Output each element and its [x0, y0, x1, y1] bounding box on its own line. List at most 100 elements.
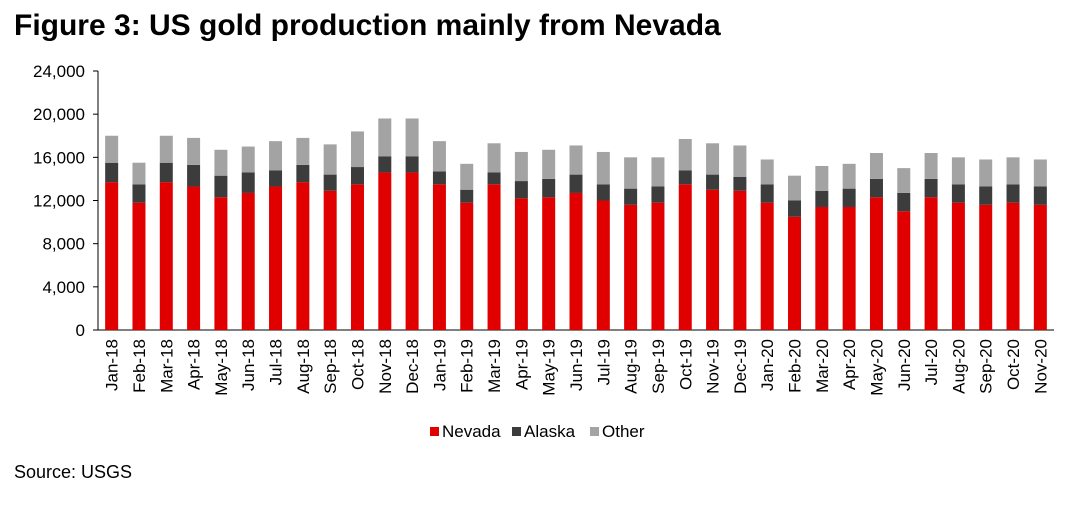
- bar-nevada-sep-18: [323, 190, 337, 330]
- bar-other-apr-19: [514, 151, 528, 182]
- bar-alaska-dec-18: [405, 156, 419, 173]
- bar-nevada-nov-18: [378, 172, 392, 330]
- x-tick-label: Apr-19: [512, 339, 531, 390]
- bar-alaska-may-18: [214, 175, 228, 198]
- x-tick-label: Jun-18: [239, 339, 258, 391]
- x-tick-label: May-18: [212, 339, 231, 396]
- legend-label-nevada: Nevada: [442, 422, 501, 441]
- x-tick-label: Jan-18: [103, 339, 122, 391]
- bar-alaska-aug-19: [624, 188, 638, 205]
- bar-alaska-jan-19: [432, 171, 446, 185]
- bar-other-jul-18: [269, 141, 283, 171]
- bar-alaska-mar-20: [815, 190, 829, 207]
- legend-label-alaska: Alaska: [524, 422, 576, 441]
- bar-nevada-may-20: [869, 197, 883, 330]
- x-tick-label: Feb-19: [458, 339, 477, 393]
- bar-nevada-jul-20: [924, 197, 938, 330]
- bar-other-sep-18: [323, 144, 337, 175]
- x-tick-label: Aug-20: [949, 339, 968, 394]
- x-tick-label: Sep-18: [321, 339, 340, 394]
- x-tick-label: Mar-18: [157, 339, 176, 393]
- x-tick-label: Oct-19: [676, 339, 695, 390]
- bar-alaska-jun-19: [569, 174, 583, 193]
- x-tick-label: Oct-20: [1004, 339, 1023, 390]
- bar-nevada-dec-18: [405, 172, 419, 330]
- bar-nevada-jul-19: [596, 200, 610, 330]
- x-tick-label: Nov-18: [376, 339, 395, 394]
- bar-nevada-apr-19: [514, 198, 528, 330]
- y-axis: 0 4,000 8,000 12,000 16,000 20,000 24,000: [33, 62, 99, 340]
- bar-other-apr-20: [842, 163, 856, 189]
- bar-alaska-apr-20: [842, 188, 856, 207]
- x-axis: Jan-18 Feb-18 Mar-18 Apr-18 May-18 Jun-18 Jul-…: [98, 329, 1054, 396]
- bar-nevada-aug-19: [624, 204, 638, 330]
- bar-other-aug-18: [296, 137, 310, 165]
- bar-other-oct-20: [1006, 157, 1020, 185]
- figure-title: Figure 3: US gold production mainly from…: [14, 9, 721, 42]
- bar-nevada-nov-19: [706, 189, 720, 330]
- bar-other-dec-18: [405, 118, 419, 157]
- bar-other-jun-19: [569, 145, 583, 175]
- bar-nevada-aug-20: [951, 202, 965, 330]
- bar-alaska-apr-19: [514, 181, 528, 199]
- x-tick-label: Mar-19: [485, 339, 504, 393]
- bar-nevada-jun-20: [897, 211, 911, 330]
- x-tick-label: Feb-18: [130, 339, 149, 393]
- bar-nevada-jan-18: [105, 182, 119, 330]
- bar-other-nov-18: [378, 118, 392, 157]
- bar-nevada-feb-18: [132, 202, 146, 330]
- bar-alaska-sep-18: [323, 174, 337, 191]
- x-tick-label: Apr-18: [185, 339, 204, 390]
- bar-alaska-aug-18: [296, 164, 310, 183]
- x-tick-label: Jul-18: [267, 339, 286, 385]
- x-tick-label: Jun-20: [895, 339, 914, 391]
- bar-alaska-jun-20: [897, 192, 911, 212]
- bar-nevada-jun-18: [241, 192, 255, 330]
- bar-alaska-sep-20: [979, 186, 993, 205]
- bar-alaska-jun-18: [241, 172, 255, 193]
- x-tick-label: Sep-19: [649, 339, 668, 394]
- bar-nevada-jan-19: [432, 184, 446, 330]
- bar-alaska-oct-20: [1006, 184, 1020, 203]
- y-tick-label: 12,000: [33, 192, 85, 211]
- y-tick-label: 24,000: [33, 62, 85, 81]
- bar-other-oct-18: [350, 131, 364, 168]
- bar-other-mar-19: [487, 143, 501, 173]
- bar-other-jul-19: [596, 151, 610, 185]
- bar-alaska-may-20: [869, 178, 883, 198]
- x-tick-label: Apr-20: [840, 339, 859, 390]
- x-tick-label: Oct-18: [348, 339, 367, 390]
- bar-alaska-feb-18: [132, 184, 146, 203]
- legend-swatch-nevada: [430, 427, 439, 436]
- bar-alaska-jan-18: [105, 162, 119, 183]
- bar-other-feb-19: [460, 163, 474, 190]
- bar-nevada-jul-18: [269, 186, 283, 330]
- x-tick-label: Feb-20: [786, 339, 805, 393]
- x-tick-label: Sep-20: [977, 339, 996, 394]
- bar-other-aug-19: [624, 157, 638, 189]
- source-note: Source: USGS: [14, 462, 133, 482]
- x-tick-label: Mar-20: [813, 339, 832, 393]
- bar-nevada-mar-20: [815, 206, 829, 330]
- bar-nevada-feb-19: [460, 202, 474, 330]
- x-tick-label: Jan-20: [758, 339, 777, 391]
- x-tick-label: Nov-20: [1031, 339, 1050, 394]
- bar-nevada-dec-19: [733, 190, 747, 330]
- bar-nevada-oct-20: [1006, 202, 1020, 330]
- bar-other-nov-19: [706, 143, 720, 175]
- x-tick-label: Nov-19: [704, 339, 723, 394]
- bar-nevada-nov-20: [1033, 204, 1047, 330]
- bar-alaska-jul-20: [924, 178, 938, 198]
- x-tick-label: Aug-19: [622, 339, 641, 394]
- x-tick-label: Dec-18: [403, 339, 422, 394]
- x-tick-label: Aug-18: [294, 339, 313, 394]
- bar-nevada-jun-19: [569, 192, 583, 330]
- bar-other-may-19: [542, 149, 556, 179]
- bar-alaska-apr-18: [187, 164, 201, 187]
- bar-alaska-mar-19: [487, 172, 501, 185]
- bar-other-mar-18: [159, 135, 173, 163]
- bar-other-jan-19: [432, 141, 446, 172]
- bar-alaska-dec-19: [733, 176, 747, 191]
- bar-other-sep-19: [651, 157, 665, 187]
